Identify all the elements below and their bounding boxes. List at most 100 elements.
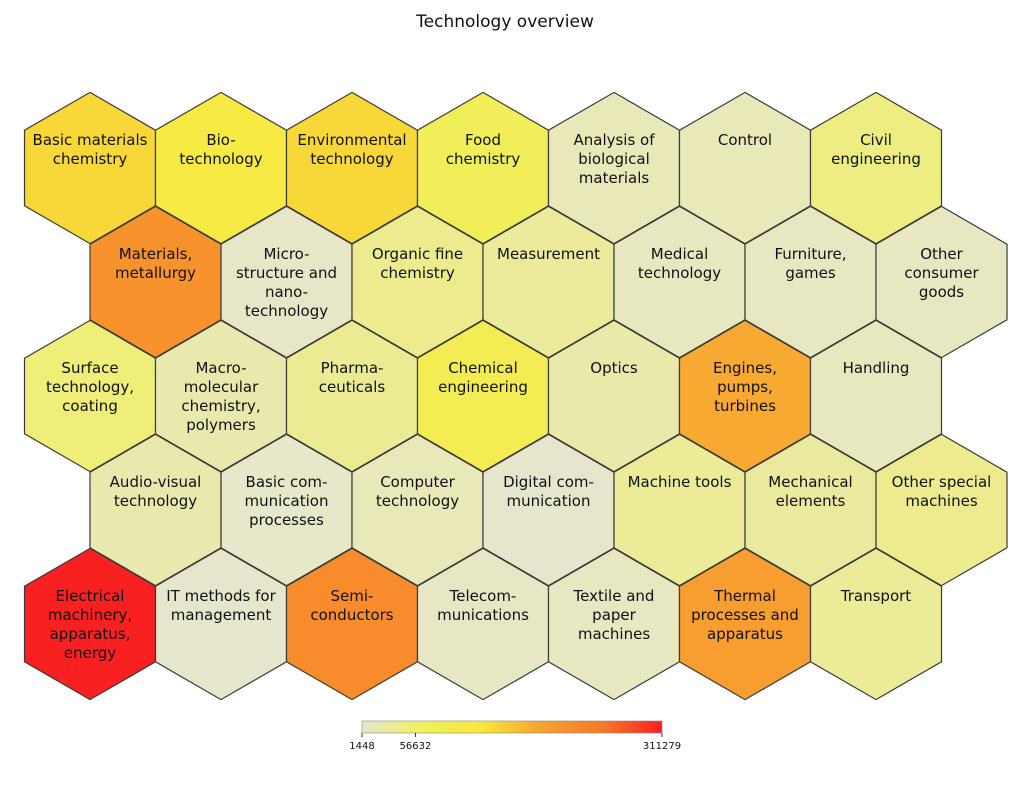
- hex-cell-label-line: Basic materials: [33, 131, 148, 149]
- hex-cell-label-line: Surface: [61, 359, 118, 377]
- hex-cell-label: Environmentaltechnology: [297, 131, 406, 168]
- color-scale-bar: [362, 721, 662, 733]
- hex-cell-label-line: management: [171, 606, 272, 624]
- hex-cell-label-line: consumer: [904, 264, 979, 282]
- hex-cell-label-line: technology: [376, 492, 459, 510]
- hex-cell-label-line: chemistry: [446, 150, 521, 168]
- hex-cell-label-line: elements: [776, 492, 846, 510]
- hex-cell-label-line: munication: [245, 492, 329, 510]
- hex-cell-label: Mechanicalelements: [768, 473, 852, 510]
- hex-cell-label-line: polymers: [186, 416, 256, 434]
- hex-cell-label-line: coating: [62, 397, 118, 415]
- hex-cell-label-line: chemistry: [380, 264, 455, 282]
- hex-cell-label-line: Analysis of: [573, 131, 655, 149]
- hex-cell-label-line: Audio-visual: [110, 473, 202, 491]
- hex-cell-label-line: Measurement: [497, 245, 600, 263]
- hex-cell-label: Basic com-municationprocesses: [245, 473, 329, 529]
- hex-cell-label: Machine tools: [628, 473, 732, 491]
- hex-cell-label-line: machines: [578, 625, 650, 643]
- hex-cell-label: Audio-visualtechnology: [110, 473, 202, 510]
- hex-cell-label: Other specialmachines: [892, 473, 992, 510]
- hex-cell-label-line: apparatus,: [50, 625, 131, 643]
- hex-map: Basic materialschemistryBio-technologyEn…: [0, 0, 1024, 800]
- hex-cell-label-line: Chemical: [448, 359, 518, 377]
- hex-cell-label-line: Food: [465, 131, 501, 149]
- hex-cell-label: Organic finechemistry: [372, 245, 463, 282]
- hex-cell-label-line: Macro-: [195, 359, 246, 377]
- hex-cell-label-line: Transport: [840, 587, 912, 605]
- hex-cell-label-line: Optics: [590, 359, 638, 377]
- hex-cell-label-line: conductors: [310, 606, 393, 624]
- hex-cell-label-line: Bio-: [206, 131, 235, 149]
- hex-cell-label-line: Medical: [651, 245, 708, 263]
- hex-cell-label-line: Other special: [892, 473, 992, 491]
- hex-cell-label: Engines,pumps,turbines: [713, 359, 777, 415]
- hex-cell-label: Transport: [840, 587, 912, 605]
- hex-cell-label-line: biological: [578, 150, 650, 168]
- hex-cell-label-line: munications: [437, 606, 529, 624]
- hex-cell-label-line: Telecom-: [449, 587, 517, 605]
- hex-cell-label-line: metallurgy: [115, 264, 196, 282]
- hex-cell-label-line: Digital com-: [503, 473, 594, 491]
- hex-cell-label: Control: [718, 131, 772, 149]
- hex-cell-label-line: IT methods for: [166, 587, 276, 605]
- hex-cell-label: IT methods formanagement: [166, 587, 276, 624]
- hex-cell-label-line: Basic com-: [246, 473, 328, 491]
- hex-cell-label-line: machinery,: [48, 606, 132, 624]
- hex-cell-label-line: Materials,: [119, 245, 193, 263]
- hex-cell-label-line: Civil: [860, 131, 892, 149]
- hex-cell-label-line: molecular: [184, 378, 259, 396]
- hex-cell-label-line: materials: [579, 169, 650, 187]
- hex-cell-label-line: chemistry: [53, 150, 128, 168]
- hex-cell-label-line: Micro-: [263, 245, 309, 263]
- color-scale-tick-label: 311279: [643, 741, 681, 752]
- hex-cell-label: Chemicalengineering: [438, 359, 528, 396]
- hex-cell-label-line: games: [785, 264, 836, 282]
- hex-cell-label-line: Machine tools: [628, 473, 732, 491]
- hex-cell-label-line: nano-: [265, 283, 308, 301]
- hex-cell-label-line: Handling: [843, 359, 910, 377]
- hex-cell-label-line: Computer: [380, 473, 455, 491]
- hex-cell-label-line: processes and: [691, 606, 799, 624]
- hex-cell-label: Handling: [843, 359, 910, 377]
- hex-cell-label-line: ceuticals: [319, 378, 386, 396]
- hex-cell-label-line: Pharma-: [321, 359, 384, 377]
- hex-cell-label-line: technology: [114, 492, 197, 510]
- hex-cell-label-line: technology: [245, 302, 328, 320]
- hex-cell-label-line: machines: [905, 492, 977, 510]
- hex-cell-label: Digital com-munication: [503, 473, 594, 510]
- hex-cell-label-line: processes: [249, 511, 324, 529]
- hex-cell-label-line: energy: [64, 644, 116, 662]
- hex-cell-label-line: munication: [507, 492, 591, 510]
- hex-cell-label-line: technology: [310, 150, 393, 168]
- hex-cell-label: Measurement: [497, 245, 600, 263]
- hex-cell-label-line: chemistry,: [181, 397, 260, 415]
- hex-cell-label: Pharma-ceuticals: [319, 359, 386, 396]
- color-scale-tick-label: 1448: [349, 741, 374, 752]
- hex-cell-label: Computertechnology: [376, 473, 459, 510]
- hex-cell-label-line: Environmental: [297, 131, 406, 149]
- hex-cell-label-line: paper: [592, 606, 636, 624]
- hex-cell-label-line: Mechanical: [768, 473, 852, 491]
- hex-cell-label: Optics: [590, 359, 638, 377]
- hex-cell-label-line: Organic fine: [372, 245, 463, 263]
- hex-cell-label-line: technology: [179, 150, 262, 168]
- hex-cell-label-line: structure and: [236, 264, 337, 282]
- hex-cell-label-line: pumps,: [717, 378, 773, 396]
- hex-cell-label-line: apparatus: [707, 625, 783, 643]
- hex-cell-label: Analysis ofbiologicalmaterials: [573, 131, 655, 187]
- hex-cell-label-line: Other: [920, 245, 963, 263]
- hex-cell-label-line: turbines: [714, 397, 776, 415]
- hex-cell-label: Telecom-munications: [437, 587, 529, 624]
- hex-cell-label-line: Thermal: [713, 587, 776, 605]
- hex-cell-label-line: engineering: [831, 150, 921, 168]
- hex-cell-label-line: Semi-: [331, 587, 374, 605]
- hex-cell-label-line: Electrical: [56, 587, 125, 605]
- color-scale-legend: 144856632311279: [349, 721, 681, 752]
- hex-cell-label-line: technology: [638, 264, 721, 282]
- hex-cell-label-line: Textile and: [573, 587, 655, 605]
- hex-cell-label-line: technology,: [46, 378, 134, 396]
- hex-cell-label-line: goods: [919, 283, 964, 301]
- hex-cell-label-line: Engines,: [713, 359, 777, 377]
- hex-cell-label: Materials,metallurgy: [115, 245, 196, 282]
